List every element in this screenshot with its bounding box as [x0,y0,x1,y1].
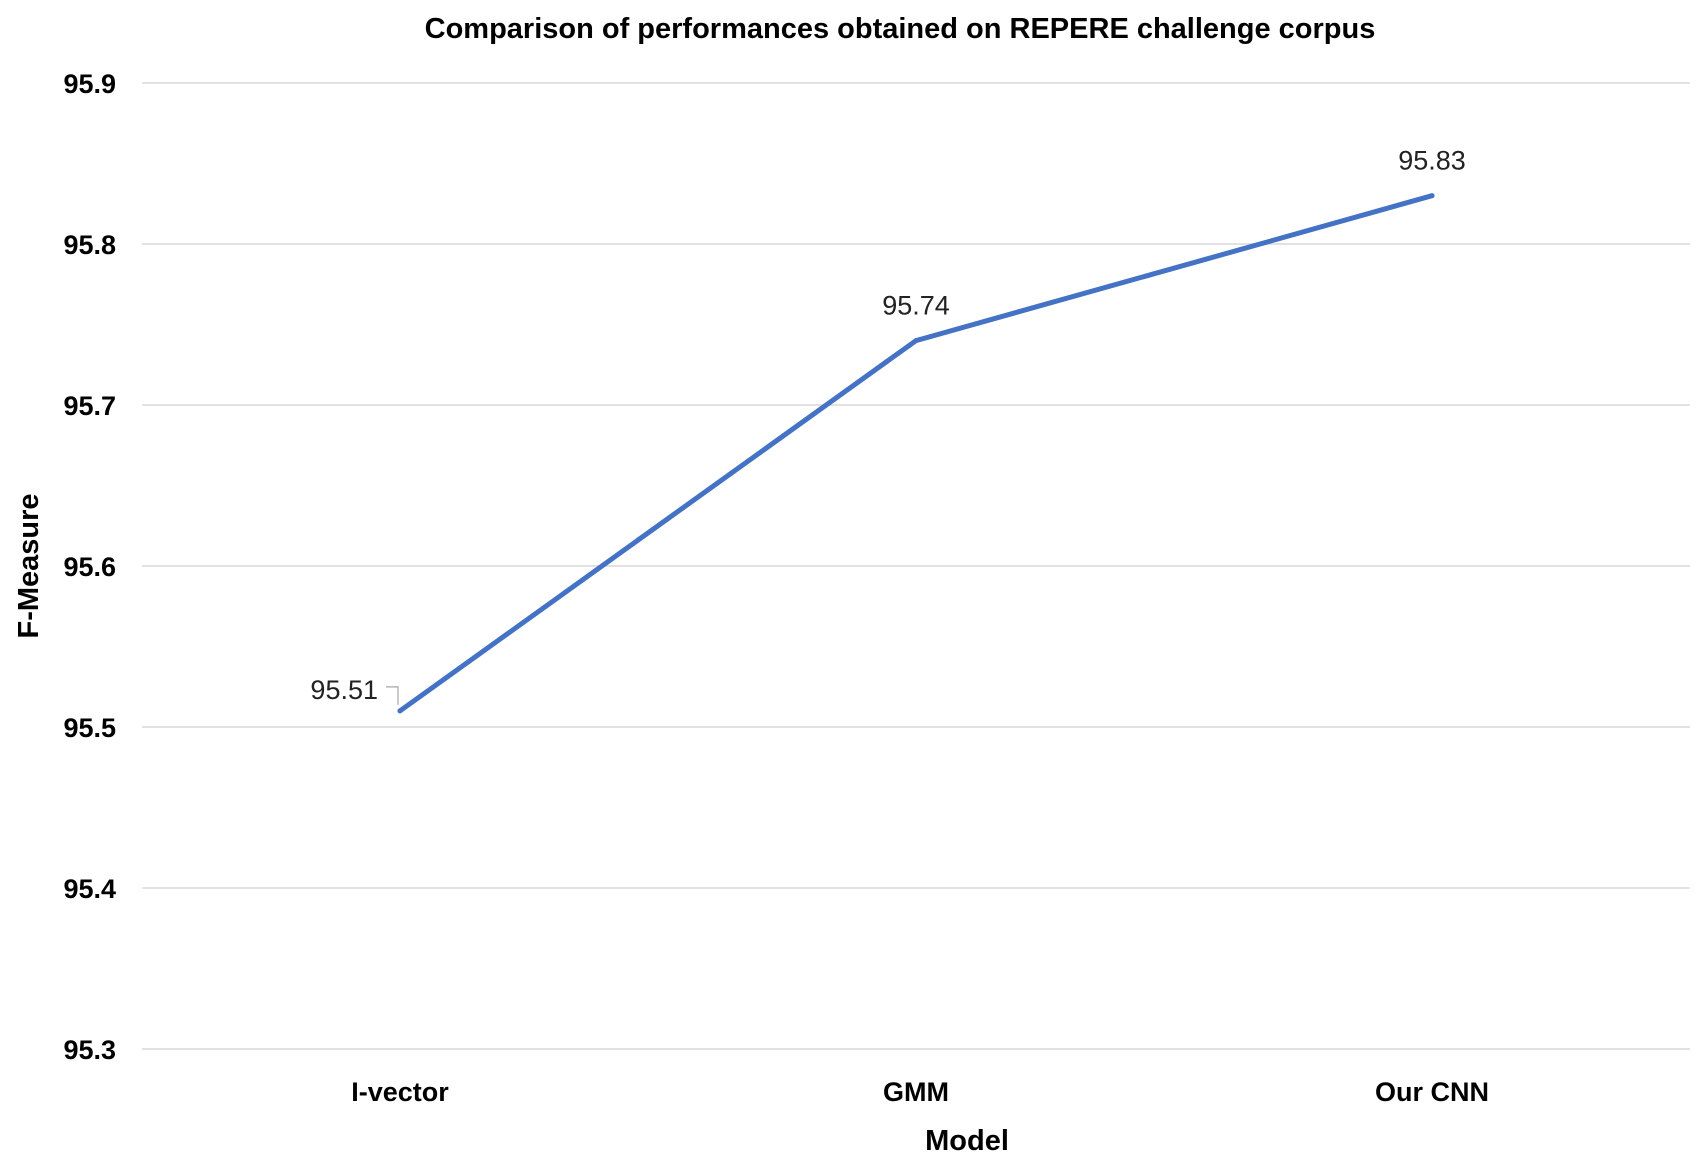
x-tick-label: GMM [883,1077,949,1107]
data-labels: 95.51 95.74 95.83 [310,146,1466,705]
data-point [397,708,403,714]
y-tick-label: 95.5 [63,713,116,743]
gridlines [142,82,1690,1050]
x-axis-ticks: I-vector GMM Our CNN [351,1077,1489,1107]
y-axis-ticks: 95.3 95.4 95.5 95.6 95.7 95.8 95.9 [63,69,116,1065]
y-tick-label: 95.4 [63,874,116,904]
y-tick-label: 95.9 [63,69,116,99]
y-tick-label: 95.3 [63,1035,116,1065]
y-tick-label: 95.7 [63,391,116,421]
series-layer [397,193,1435,714]
y-tick-label: 95.6 [63,552,116,582]
x-tick-label: Our CNN [1375,1077,1489,1107]
x-axis-title: Model [925,1125,1009,1157]
x-tick-label: I-vector [351,1077,449,1107]
data-point [913,338,919,344]
data-label: 95.51 [310,675,378,705]
data-label: 95.74 [882,291,950,321]
data-point [1429,193,1435,199]
data-label: 95.83 [1398,146,1466,176]
y-axis-title: F-Measure [13,493,45,638]
chart-title: Comparison of performances obtained on R… [425,13,1376,45]
data-label-leader-line [386,686,399,705]
y-tick-label: 95.8 [63,230,116,260]
series-line [397,193,1435,714]
